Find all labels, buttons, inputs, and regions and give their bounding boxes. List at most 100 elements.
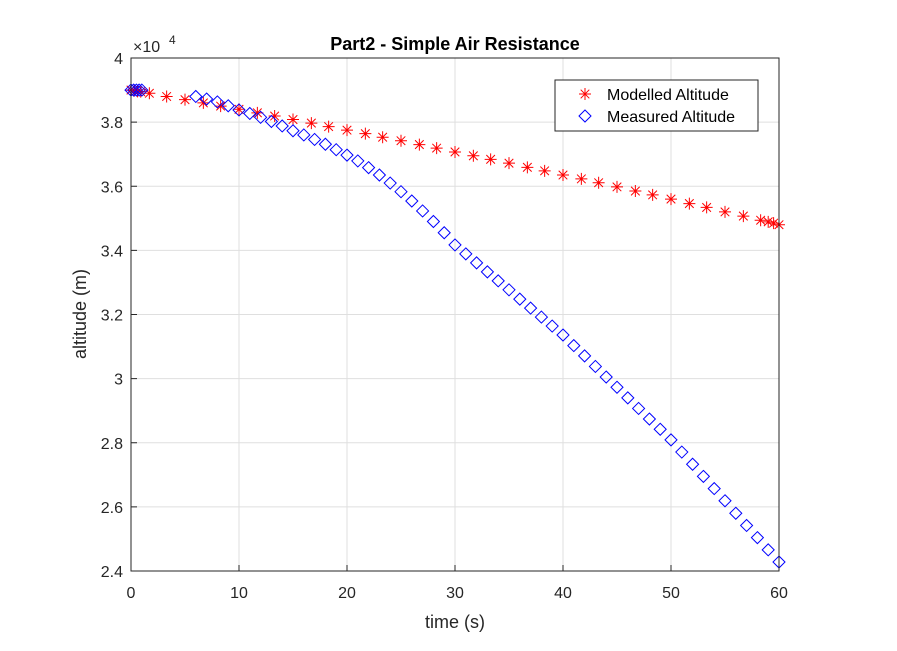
data-point <box>341 124 353 137</box>
series <box>124 83 786 569</box>
data-point <box>700 201 713 214</box>
data-point <box>359 127 372 140</box>
data-point <box>577 349 592 363</box>
data-point <box>513 292 527 306</box>
x-tick-label: 40 <box>554 585 572 602</box>
data-point <box>739 518 754 533</box>
data-point <box>685 457 700 471</box>
data-point <box>621 391 635 405</box>
data-point <box>610 380 624 394</box>
y-tick-label: 2.6 <box>101 500 123 517</box>
data-point <box>351 154 365 168</box>
data-point <box>675 445 689 459</box>
x-tick-label: 0 <box>127 585 136 602</box>
data-point <box>491 274 505 288</box>
x-axis-label: time (s) <box>425 612 485 632</box>
data-point <box>642 412 657 426</box>
y-multiplier-base: ×10 <box>133 39 160 56</box>
data-point <box>629 185 642 198</box>
data-point <box>683 197 696 210</box>
y-tick-label: 3.2 <box>101 308 123 325</box>
data-point <box>718 494 732 508</box>
data-point <box>611 180 623 193</box>
data-point <box>132 83 146 97</box>
data-point <box>143 87 156 100</box>
data-point <box>459 247 473 261</box>
data-point <box>719 205 731 218</box>
data-point <box>214 100 227 113</box>
data-point <box>179 93 191 106</box>
data-point <box>467 149 480 162</box>
data-point <box>538 164 551 177</box>
data-point <box>413 138 426 151</box>
data-point <box>767 217 780 230</box>
data-point <box>523 301 538 315</box>
data-point <box>243 106 257 121</box>
data-point <box>361 160 376 175</box>
data-point <box>268 110 281 123</box>
data-point <box>372 168 387 182</box>
data-point <box>575 172 588 185</box>
data-point <box>318 137 333 151</box>
legend: Modelled Altitude Measured Altitude <box>554 79 759 132</box>
data-point <box>307 132 322 147</box>
data-point <box>415 204 430 218</box>
data-point <box>631 401 646 416</box>
data-point <box>502 283 516 297</box>
data-point <box>707 481 721 496</box>
data-point <box>135 83 149 97</box>
y-tick-label: 4 <box>114 51 123 68</box>
data-point <box>588 359 603 374</box>
data-point <box>664 433 678 447</box>
data-point <box>199 92 214 106</box>
y-tick-label: 3 <box>114 372 123 389</box>
data-point <box>287 113 299 126</box>
data-point <box>221 99 235 113</box>
data-point <box>129 83 144 97</box>
data-point <box>297 128 311 142</box>
data-point <box>737 210 750 223</box>
legend-box <box>554 79 759 132</box>
data-point <box>556 328 570 342</box>
data-point <box>189 89 203 104</box>
data-point <box>210 95 225 109</box>
x-tick-label: 50 <box>662 585 680 602</box>
data-point <box>449 145 461 158</box>
data-point <box>750 530 765 545</box>
data-point <box>329 142 343 157</box>
x-tick-label: 30 <box>446 585 464 602</box>
data-point <box>503 157 515 170</box>
data-point <box>430 142 443 155</box>
data-point <box>567 338 581 353</box>
data-point <box>394 184 408 199</box>
data-point <box>448 238 462 252</box>
data-point <box>275 119 289 133</box>
data-point <box>405 194 419 208</box>
data-point <box>545 319 559 333</box>
data-point <box>599 370 613 384</box>
data-point <box>251 106 264 119</box>
y-tick-label: 2.4 <box>101 564 123 581</box>
data-point <box>383 176 397 190</box>
data-point <box>665 193 677 206</box>
data-point <box>762 215 775 228</box>
data-point <box>534 310 549 324</box>
data-point <box>160 90 173 103</box>
data-point <box>754 214 767 227</box>
data-point <box>286 124 300 138</box>
ticks: 0 10 20 30 40 50 60 2.4 2.6 2.8 3 3.2 3.4 3.6 3.8 4 <box>101 51 788 602</box>
data-point <box>322 120 335 133</box>
data-point <box>426 214 441 229</box>
data-point <box>761 543 775 557</box>
data-point <box>253 110 268 125</box>
y-tick-label: 3.8 <box>101 115 123 132</box>
y-tick-label: 3.4 <box>101 243 123 260</box>
data-point <box>521 161 534 174</box>
y-tick-label: 3.6 <box>101 179 123 196</box>
data-point <box>233 103 245 116</box>
data-point <box>469 256 484 270</box>
data-point <box>729 506 743 520</box>
data-point <box>395 134 407 147</box>
legend-marker <box>579 88 591 100</box>
